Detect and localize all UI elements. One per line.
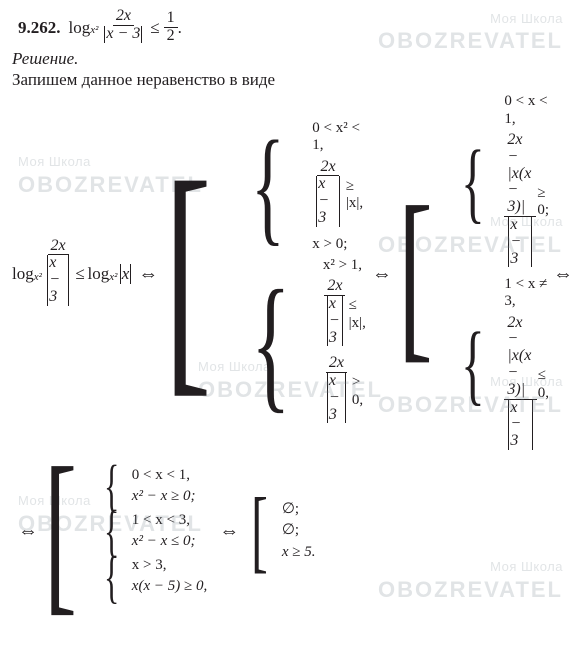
c3-l1: x > 3, <box>132 555 207 576</box>
case-a2: { 0 < x < 1, 2x − |x(x − 3)| x − 3 ≥ 0; <box>461 91 549 274</box>
rhs-log: log <box>87 264 109 284</box>
case-a3: { 0 < x < 1, x² − x ≥ 0; <box>104 463 207 508</box>
rhs-base: x² <box>109 271 117 284</box>
case-b3: { 1 < x < 3, x² − x ≤ 0; <box>104 508 207 553</box>
iff-icon: ⇔ <box>372 263 392 286</box>
a-l1: 0 < x² < 1, <box>312 118 366 157</box>
b-l1: x² > 1, <box>323 255 366 276</box>
res-l3: x ≥ 5. <box>282 542 316 563</box>
rhs-frac: 1 2 <box>164 10 178 45</box>
step1: log x² 2x x − 3 ≤ log x² x ⇔ [ { 0 < x² … <box>12 91 579 456</box>
lhs-frac: 2x x − 3 <box>43 238 73 311</box>
rewrite-text: Запишем данное неравенство в виде <box>12 70 579 90</box>
log-argument: 2x x − 3 <box>100 8 146 47</box>
step2: ⇔ [ { 0 < x < 1, x² − x ≥ 0; { 1 < x < 3… <box>12 461 579 601</box>
iff-icon: ⇔ <box>553 263 573 286</box>
iff-icon: ⇔ <box>138 263 158 286</box>
a2-l2: 2x − |x(x − 3)| x − 3 ≥ 0; <box>504 130 549 274</box>
iff-icon: ⇔ <box>18 520 38 543</box>
iff-icon: ⇔ <box>219 520 239 543</box>
c3-l2: x(x − 5) ≥ 0, <box>132 576 207 597</box>
period: . <box>178 18 182 38</box>
frac-num: 2x <box>48 238 69 256</box>
log-op: log <box>69 18 91 38</box>
frac-num: 1 <box>164 10 178 28</box>
system-outer-2: [ { 0 < x < 1, 2x − |x(x − 3)| x − 3 ≥ 0… <box>398 91 549 456</box>
case-c3: { x > 3, x(x − 5) ≥ 0, <box>104 554 207 599</box>
a-l2: 2x x − 3 ≥ |x|, <box>312 157 366 234</box>
a-l3: x > 0; <box>312 234 366 255</box>
a3-l2: x² − x ≥ 0; <box>132 486 196 507</box>
rhs-abs: x <box>119 264 133 284</box>
b-l3: 2x x − 3 > 0, <box>323 353 366 430</box>
a3-l1: 0 < x < 1, <box>132 465 196 486</box>
frac-den: x − 3 <box>43 255 73 310</box>
rel: ≤ <box>76 264 85 284</box>
b-l2: 2x x − 3 ≤ |x|, <box>323 276 366 353</box>
solution-label: Решение. <box>12 49 579 69</box>
res-l1: ∅; <box>282 499 316 520</box>
case-a: { 0 < x² < 1, 2x x − 3 ≥ |x|, x > 0; <box>251 118 366 255</box>
lhs-base: x² <box>34 271 42 284</box>
b2-l1: 1 < x ≠ 3, <box>504 274 549 313</box>
lhs-log: log <box>12 264 34 284</box>
res-l2: ∅; <box>282 520 316 541</box>
relation: ≤ <box>150 18 159 38</box>
system-outer-3: [ { 0 < x < 1, x² − x ≥ 0; { 1 < x < 3, … <box>44 461 207 601</box>
case-b2: { 1 < x ≠ 3, 2x − |x(x − 3)| x − 3 ≤ 0, <box>461 274 549 457</box>
system-outer-1: [ { 0 < x² < 1, 2x x − 3 ≥ |x|, x > 0; <box>164 118 366 430</box>
frac-den: x − 3 <box>100 26 146 48</box>
frac-num: 2x <box>113 8 134 26</box>
frac-den: 2 <box>164 28 178 45</box>
b3-l2: x² − x ≤ 0; <box>132 531 196 552</box>
log-base: x² <box>90 24 98 37</box>
problem-number: 9.262. <box>18 18 61 38</box>
result-system: [ ∅; ∅; x ≥ 5. <box>251 495 315 567</box>
case-b: { x² > 1, 2x x − 3 ≤ |x|, 2x <box>251 255 366 430</box>
b3-l1: 1 < x < 3, <box>132 510 196 531</box>
problem-line: 9.262. log x² 2x x − 3 ≤ 1 2 . <box>18 8 579 47</box>
b2-l2: 2x − |x(x − 3)| x − 3 ≤ 0, <box>504 313 549 457</box>
a2-l1: 0 < x < 1, <box>504 91 549 130</box>
